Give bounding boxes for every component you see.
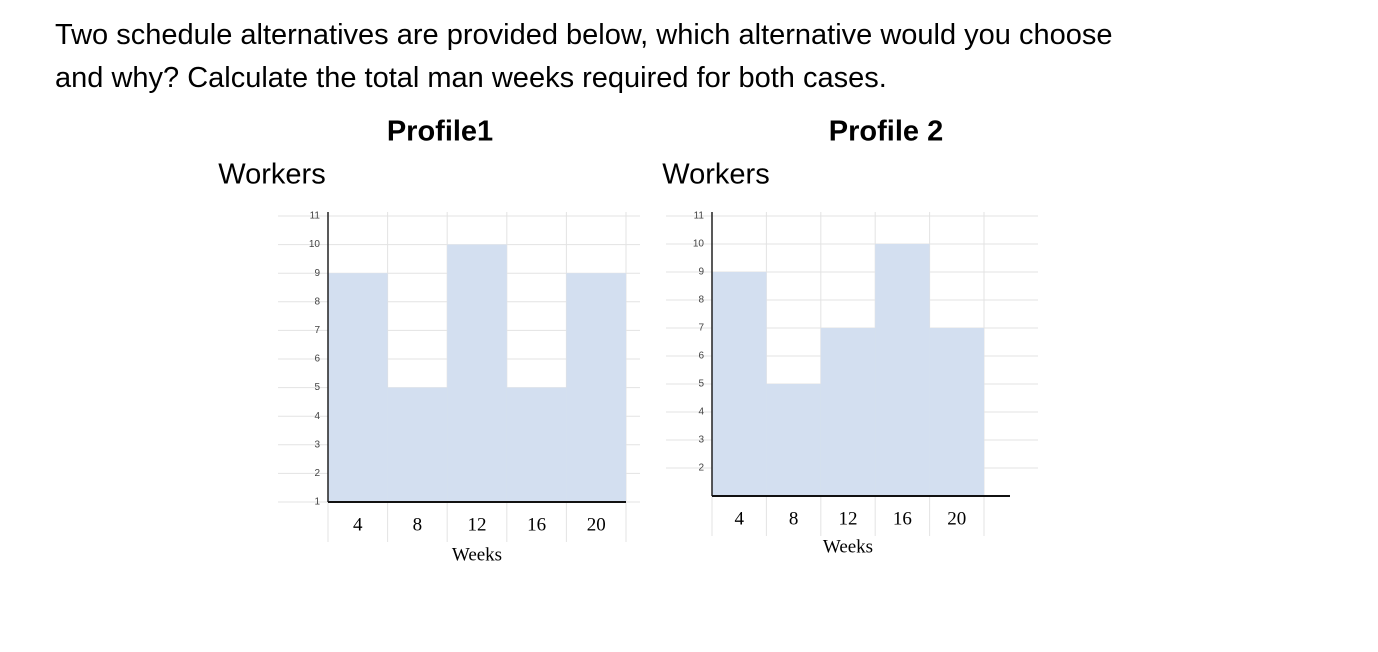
x-axis-label: Weeks — [823, 536, 873, 557]
y-tick-label: 9 — [698, 267, 704, 278]
y-tick-label: 9 — [314, 268, 320, 279]
bar — [875, 244, 930, 496]
bar — [929, 328, 984, 496]
bar — [820, 328, 876, 496]
x-axis-label: Weeks — [452, 544, 502, 565]
x-tick-label: 8 — [789, 508, 799, 529]
x-tick-label: 20 — [947, 508, 966, 529]
question: Two schedule alternatives are provided b… — [55, 14, 1113, 100]
y-tick-label: 5 — [314, 382, 320, 393]
x-tick-label: 16 — [527, 514, 546, 535]
y-tick-label: 6 — [698, 351, 704, 362]
bar — [328, 273, 388, 502]
y-tick-label: 8 — [314, 296, 320, 307]
y-tick-label: 7 — [314, 325, 320, 336]
y-tick-label: 6 — [314, 354, 320, 365]
x-tick-label: 4 — [734, 508, 744, 529]
x-tick-label: 20 — [587, 514, 606, 535]
y-tick-label: 11 — [694, 211, 705, 222]
y-tick-label: 11 — [310, 211, 321, 222]
y-axis-label: Workers — [662, 159, 769, 191]
y-axis-label: Workers — [218, 159, 325, 191]
y-tick-label: 2 — [698, 463, 704, 474]
bar — [566, 273, 626, 502]
y-tick-label: 4 — [314, 411, 320, 422]
y-tick-label: 2 — [314, 468, 320, 479]
bar — [712, 272, 767, 496]
question-line: and why? Calculate the total man weeks r… — [55, 62, 887, 94]
y-tick-label: 1 — [314, 497, 320, 508]
y-tick-label: 3 — [314, 439, 320, 450]
y-tick-label: 3 — [698, 435, 704, 446]
bar — [387, 387, 448, 502]
x-tick-label: 12 — [839, 508, 858, 529]
x-tick-label: 16 — [893, 508, 912, 529]
x-tick-label: 8 — [413, 514, 423, 535]
y-tick-label: 10 — [693, 239, 705, 250]
y-tick-label: 10 — [309, 239, 321, 250]
bar — [766, 384, 821, 496]
y-tick-label: 7 — [698, 323, 704, 334]
x-tick-label: 4 — [353, 514, 363, 535]
y-tick-label: 5 — [698, 379, 704, 390]
bar — [447, 244, 507, 502]
x-tick-label: 12 — [468, 514, 487, 535]
chart-title: Profile 2 — [829, 116, 943, 148]
y-tick-label: 4 — [698, 407, 704, 418]
y-tick-label: 8 — [698, 295, 704, 306]
chart-title: Profile1 — [387, 116, 493, 148]
question-line: Two schedule alternatives are provided b… — [55, 19, 1113, 51]
bar — [506, 387, 567, 502]
